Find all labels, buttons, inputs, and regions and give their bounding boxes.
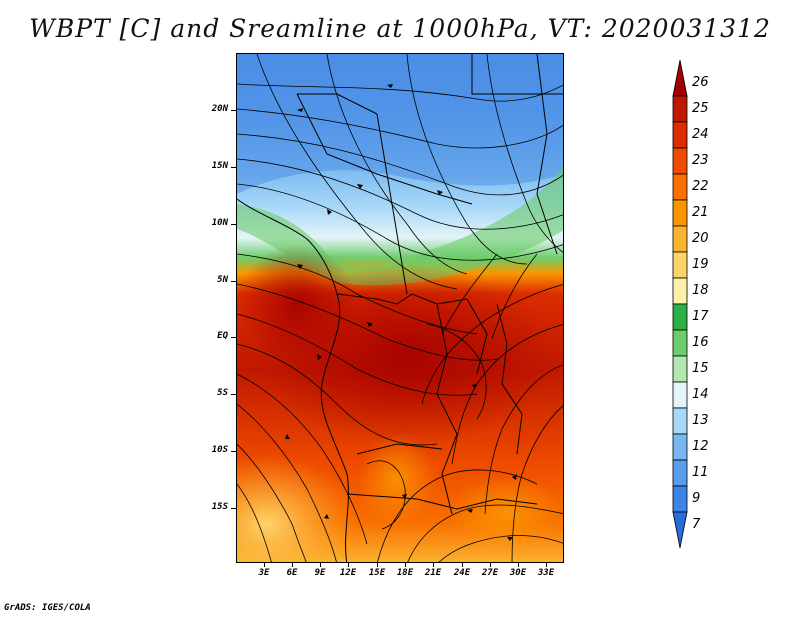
colorbar-segment [672, 147, 688, 175]
streamlines [237, 54, 563, 562]
y-tick-label: 10S [211, 445, 228, 455]
colorbar-label: 25 [692, 101, 709, 116]
y-tick-mark [231, 224, 236, 225]
x-tick-mark [292, 563, 293, 567]
colorbar-label: 7 [692, 517, 701, 532]
colorbar-segment [672, 381, 688, 409]
x-tick-label: 30E [509, 568, 527, 578]
y-tick-label: 10N [211, 218, 228, 228]
y-tick-label: 15N [211, 161, 228, 171]
colorbar-segment [672, 355, 688, 383]
colorbar-bottom-arrow [672, 511, 688, 549]
warm-core-west [237, 244, 357, 364]
x-tick-label: 6E [286, 568, 298, 578]
colorbar-segment [672, 251, 688, 279]
colorbar-label: 14 [692, 387, 709, 402]
y-tick-mark [231, 508, 236, 509]
colorbar-segment [672, 407, 688, 435]
colorbar-segment [672, 329, 688, 357]
x-tick-label: 18E [396, 568, 414, 578]
map-canvas [237, 54, 563, 562]
x-tick-mark [405, 563, 406, 567]
wbpt-streamline-map [236, 53, 564, 563]
country-borders [237, 54, 563, 562]
colorbar-segment [672, 303, 688, 331]
colorbar-segment [672, 121, 688, 149]
y-tick-mark [231, 337, 236, 338]
colorbar-segment [672, 95, 688, 123]
colorbar-label: 12 [692, 439, 709, 454]
y-tick-mark [231, 110, 236, 111]
colorbar-segment [672, 485, 688, 513]
colorbar-label: 20 [692, 231, 709, 246]
colorbar-label: 24 [692, 127, 709, 142]
credit-label: GrADS: IGES/COLA [4, 603, 91, 613]
colorbar-segment [672, 433, 688, 461]
x-tick-label: 3E [258, 568, 270, 578]
colorbar [672, 60, 688, 549]
colorbar-label: 19 [692, 257, 709, 272]
x-tick-label: 33E [537, 568, 555, 578]
x-tick-mark [320, 563, 321, 567]
colorbar-label: 23 [692, 153, 709, 168]
x-tick-label: 12E [339, 568, 357, 578]
colorbar-label: 18 [692, 283, 709, 298]
x-tick-mark [264, 563, 265, 567]
x-tick-label: 24E [453, 568, 471, 578]
y-tick-mark [231, 451, 236, 452]
colorbar-label: 26 [692, 75, 709, 90]
colorbar-label: 13 [692, 413, 709, 428]
x-tick-label: 15E [368, 568, 386, 578]
y-tick-label: 15S [211, 502, 228, 512]
cold-region [237, 54, 563, 194]
cool-south [357, 434, 437, 524]
colorbar-label: 22 [692, 179, 709, 194]
colorbar-segment [672, 173, 688, 201]
colorbar-label: 9 [692, 491, 701, 506]
x-tick-label: 9E [314, 568, 326, 578]
x-tick-mark [518, 563, 519, 567]
colorbar-segment [672, 459, 688, 487]
x-tick-mark [546, 563, 547, 567]
x-tick-mark [433, 563, 434, 567]
y-tick-mark [231, 394, 236, 395]
x-tick-mark [462, 563, 463, 567]
colorbar-label: 11 [692, 465, 709, 480]
colorbar-segment [672, 199, 688, 227]
x-tick-label: 27E [481, 568, 499, 578]
colorbar-label: 16 [692, 335, 709, 350]
colorbar-top-arrow [672, 60, 688, 97]
y-tick-label: 20N [211, 104, 228, 114]
x-tick-mark [377, 563, 378, 567]
colorbar-segments [672, 60, 688, 549]
colorbar-label: 15 [692, 361, 709, 376]
y-tick-label: EQ [217, 331, 228, 341]
plot-title: WBPT [C] and Sreamline at 1000hPa, VT: 2… [29, 14, 771, 43]
colorbar-segment [672, 277, 688, 305]
x-tick-label: 21E [424, 568, 442, 578]
streamline-arrows [285, 84, 517, 541]
y-tick-mark [231, 167, 236, 168]
y-tick-mark [231, 281, 236, 282]
x-tick-mark [348, 563, 349, 567]
y-tick-label: 5S [217, 388, 228, 398]
x-tick-mark [490, 563, 491, 567]
cool-southeast [447, 474, 563, 554]
colorbar-label: 21 [692, 205, 709, 220]
colorbar-label: 17 [692, 309, 709, 324]
colorbar-segment [672, 225, 688, 253]
y-tick-label: 5N [217, 275, 228, 285]
